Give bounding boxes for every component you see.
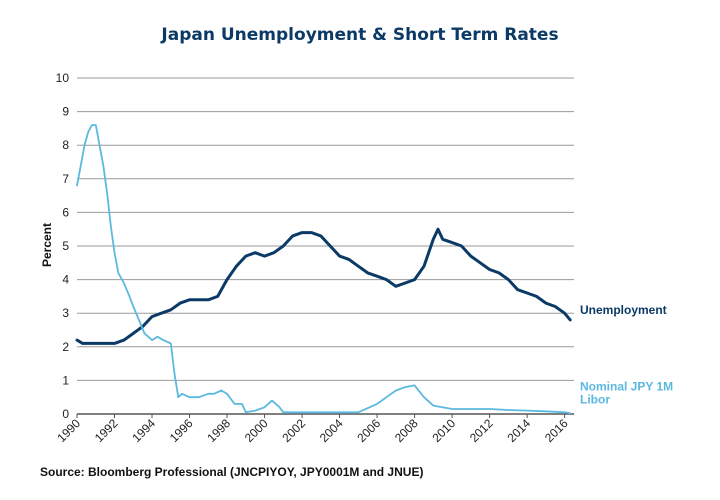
y-tick-label: 1 [62,373,69,387]
x-tick-label: 2008 [392,416,421,445]
y-tick-label: 7 [62,172,69,186]
x-tick-label: 1994 [129,416,158,445]
x-tick-label: 2016 [542,416,571,445]
y-tick-label: 2 [62,340,69,354]
y-tick-label: 3 [62,306,69,320]
x-axis: 1990 1992 1994 1996 1998 2000 2002 2004 2006 2008… [54,414,571,445]
series-group [75,124,572,415]
y-tick-label: 8 [62,138,69,152]
series-label: Nominal JPY 1M [580,379,673,393]
y-tick-label: 4 [62,273,69,287]
x-tick-label: 1990 [54,416,83,445]
y-axis: 0 1 2 3 4 5 6 7 8 9 10 [56,71,70,421]
x-tick-label: 1992 [92,416,121,445]
y-axis-label: Percent [40,223,54,267]
x-tick-label: 1996 [167,416,196,445]
y-tick-label: 5 [62,239,69,253]
libor-line [76,124,572,415]
x-tick-label: 2014 [504,416,533,445]
x-tick-label: 2000 [242,416,271,445]
x-tick-label: 2004 [317,416,346,445]
x-tick-label: 2010 [429,416,458,445]
grid [77,77,574,415]
x-tick-label: 1998 [204,416,233,445]
y-tick-label: 6 [62,205,69,219]
y-tick-label: 0 [62,407,69,421]
x-tick-label: 2006 [354,416,383,445]
unemployment-line [75,227,572,345]
chart-title: Japan Unemployment & Short Term Rates [160,25,558,45]
y-tick-label: 9 [62,105,69,119]
series-label: Unemployment [580,303,667,317]
x-tick-label: 2002 [279,416,308,445]
series-label: Libor [580,392,610,406]
x-tick-label: 2012 [467,416,496,445]
y-tick-label: 10 [56,71,70,85]
source-note: Source: Bloomberg Professional (JNCPIYOY… [40,465,423,479]
